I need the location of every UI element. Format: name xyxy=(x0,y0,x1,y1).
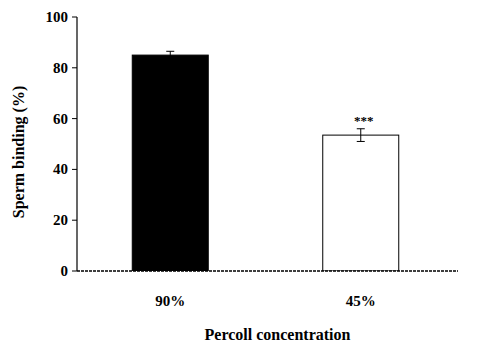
bar xyxy=(132,55,208,271)
y-tick-label: 60 xyxy=(53,111,68,127)
y-tick-label: 40 xyxy=(53,161,68,177)
error-bar xyxy=(357,129,365,142)
error-line xyxy=(360,129,361,142)
y-tick xyxy=(72,220,77,221)
bars xyxy=(132,51,399,271)
bar xyxy=(323,135,399,271)
y-tick xyxy=(72,17,77,18)
y-tick xyxy=(72,67,77,68)
chart: 0 20 40 60 80 100 90% 45% *** Percoll concentrati… xyxy=(0,0,500,354)
y-tick-label: 0 xyxy=(61,263,69,279)
x-axis xyxy=(77,270,458,272)
y-tick-label: 80 xyxy=(53,60,68,76)
y-tick xyxy=(72,169,77,170)
error-cap xyxy=(357,141,365,142)
y-tick-label: 20 xyxy=(53,212,68,228)
x-tick-label: 90% xyxy=(155,293,185,309)
error-line xyxy=(170,51,171,59)
x-tick-label: 45% xyxy=(346,293,376,309)
annotation: *** xyxy=(354,113,374,128)
error-cap xyxy=(357,128,365,129)
y-tick xyxy=(72,271,77,272)
y-tick xyxy=(72,118,77,119)
x-axis-label: Percoll concentration xyxy=(205,326,351,343)
y-axis-label: Sperm binding (%) xyxy=(10,86,28,218)
error-cap xyxy=(166,58,174,59)
error-bar xyxy=(166,51,174,59)
y-tick-label: 100 xyxy=(46,9,69,25)
y-axis xyxy=(76,17,77,271)
error-cap xyxy=(166,51,174,52)
